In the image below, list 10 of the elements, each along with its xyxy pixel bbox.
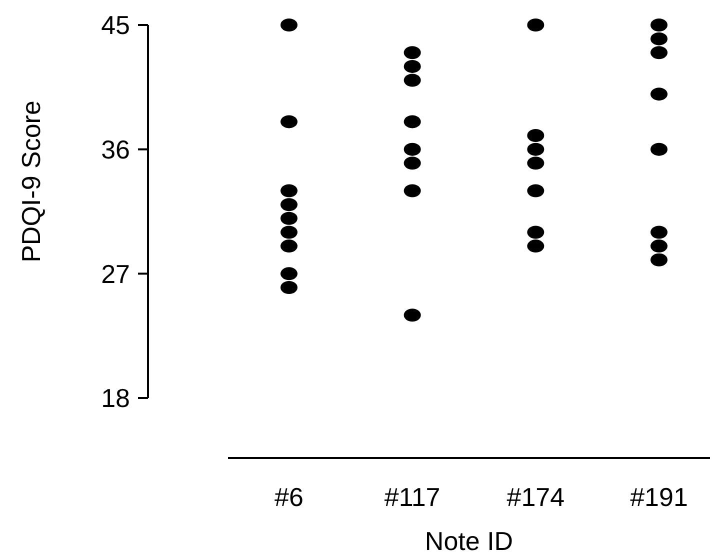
x-tick-label: #117: [384, 482, 440, 512]
x-tick-label: #6: [274, 482, 304, 512]
y-tick-label: 27: [101, 258, 130, 289]
y-tick-label: 18: [101, 383, 130, 414]
x-axis-title: Note ID: [424, 526, 514, 556]
y-axis-title: PDQI-9 Score: [16, 100, 46, 262]
y-tick-label: 45: [101, 10, 130, 40]
x-tick-label: #191: [630, 482, 688, 512]
x-tick-label: #174: [506, 482, 565, 512]
y-tick-label: 36: [101, 134, 130, 164]
